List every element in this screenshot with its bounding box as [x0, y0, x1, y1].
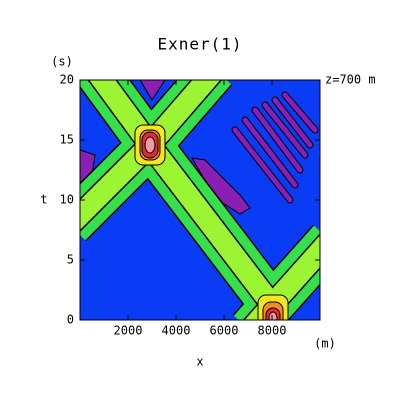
y-tick-label: 15 — [60, 133, 74, 147]
x-axis-unit: (m) — [314, 337, 336, 351]
y-tick-label: 20 — [60, 73, 74, 87]
x-axis-label: x — [196, 355, 203, 369]
x-tick-label: 6000 — [210, 324, 239, 338]
y-tick-label: 0 — [67, 313, 74, 327]
y-tick-label: 5 — [67, 253, 74, 267]
chart-title: Exner(1) — [157, 35, 242, 54]
y-axis-unit: (s) — [51, 55, 73, 69]
y-tick-label: 10 — [60, 193, 74, 207]
contour-field — [80, 80, 320, 320]
x-tick-label: 4000 — [162, 324, 191, 338]
x-tick-label: 2000 — [114, 324, 143, 338]
x-tick-label: 8000 — [258, 324, 287, 338]
y-axis-label: t — [40, 193, 47, 207]
annotation: z=700 m — [325, 73, 376, 87]
